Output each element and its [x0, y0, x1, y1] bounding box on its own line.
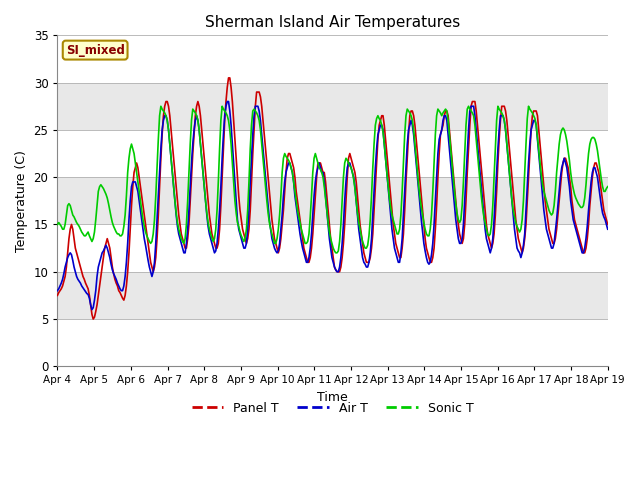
- Bar: [58, 225, 608, 272]
- Bar: [58, 83, 608, 130]
- Bar: [58, 130, 608, 177]
- Bar: [58, 36, 608, 83]
- Text: SI_mixed: SI_mixed: [66, 44, 125, 57]
- Legend: Panel T, Air T, Sonic T: Panel T, Air T, Sonic T: [187, 396, 478, 420]
- Y-axis label: Temperature (C): Temperature (C): [15, 150, 28, 252]
- X-axis label: Time: Time: [317, 391, 348, 404]
- Title: Sherman Island Air Temperatures: Sherman Island Air Temperatures: [205, 15, 460, 30]
- Bar: [58, 177, 608, 225]
- Bar: [58, 272, 608, 319]
- Bar: [58, 319, 608, 366]
